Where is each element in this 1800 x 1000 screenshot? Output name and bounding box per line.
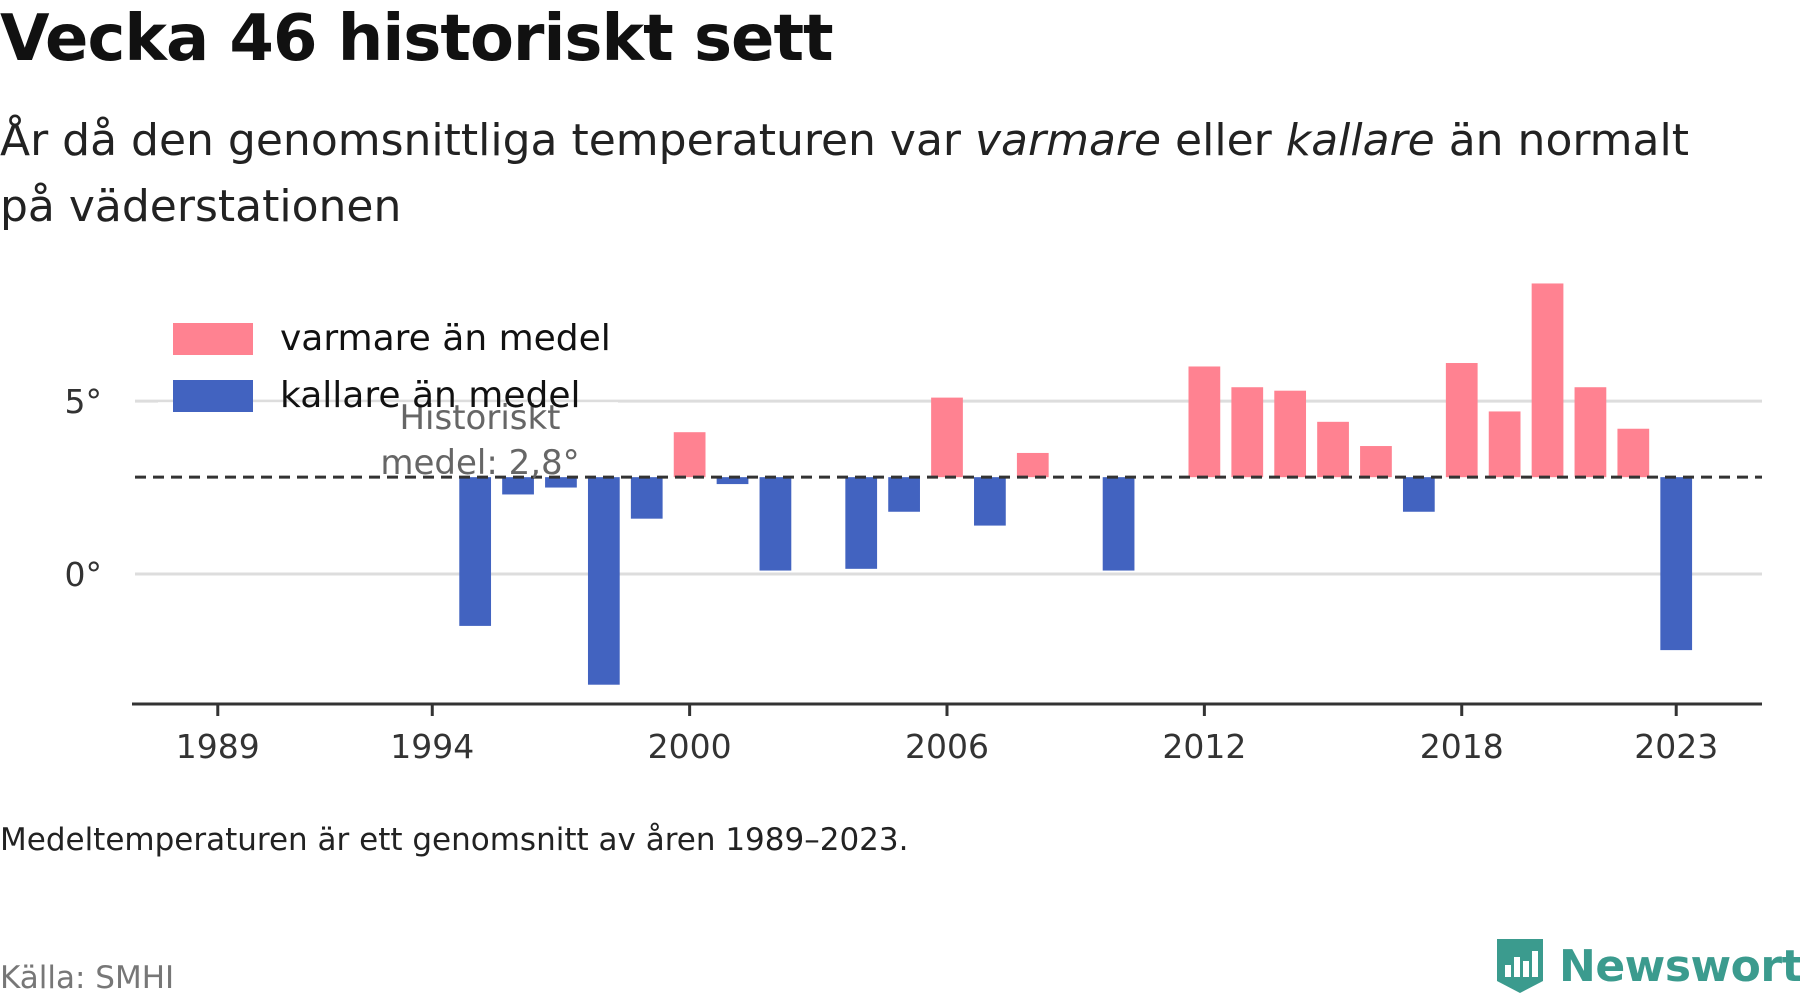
subtitle-part2: eller [1161, 115, 1286, 166]
chart-title: Vecka 46 historiskt sett [0, 2, 834, 76]
bar-2021 [1574, 387, 1607, 478]
legend-swatch-warmer [173, 323, 253, 355]
x-tick-label-1: 1994 [390, 727, 474, 766]
bar-1998 [587, 477, 620, 685]
x-axis-ticks: 1989 1994 2000 2006 2012 2018 2023 [176, 704, 1718, 766]
subtitle-warm-word: varmare [974, 115, 1162, 166]
bar-2002 [759, 477, 792, 571]
x-tick-label-4: 2012 [1162, 727, 1246, 766]
y-tick-label-0: 0° [65, 555, 103, 594]
subtitle-part1: År då den genomsnittliga temperaturen va… [0, 115, 975, 166]
bar-chart: 0° 5° Historiskt medel: 2,8° varmare än m… [65, 283, 1762, 766]
bar-2020 [1531, 283, 1564, 478]
bar-2010 [1102, 477, 1135, 571]
bar-2006 [931, 397, 963, 478]
bar-2012 [1188, 366, 1221, 478]
x-tick-label-6: 2023 [1634, 727, 1718, 766]
bar-2019 [1488, 411, 1521, 478]
bar-2007 [974, 477, 1006, 526]
bar-2005 [888, 477, 920, 512]
mean-label-line2: medel: 2,8° [380, 443, 579, 483]
bar-2016 [1360, 446, 1392, 478]
chart-subtitle: År då den genomsnittliga temperaturen va… [0, 108, 1720, 240]
bar-2004 [845, 477, 878, 569]
bar-2018 [1445, 363, 1478, 478]
bar-2008 [1016, 452, 1049, 478]
bar-2015 [1317, 421, 1349, 478]
mean-label-line1: Historiskt [399, 398, 560, 438]
x-tick-label-2: 2000 [648, 727, 732, 766]
newsworthy-logo-icon [1497, 939, 1543, 993]
subtitle-part3: än normalt på väderstationen [0, 115, 1689, 232]
legend: varmare än medel kallare än medel [173, 318, 611, 416]
source-credit: Källa: SMHI [0, 960, 175, 996]
x-tick-label-0: 1989 [176, 727, 260, 766]
bar-1999 [630, 477, 663, 519]
y-tick-label-1: 5° [65, 382, 103, 421]
legend-label-colder: kallare än medel [280, 375, 580, 416]
x-tick-label-3: 2006 [905, 727, 989, 766]
x-tick-label-5: 2018 [1420, 727, 1504, 766]
bars [459, 283, 1693, 685]
bar-2017 [1402, 477, 1435, 512]
bar-2000 [673, 432, 706, 478]
bar-1995 [459, 477, 492, 626]
subtitle-cold-word: kallare [1285, 115, 1435, 166]
bar-2022 [1617, 428, 1650, 478]
footnote: Medeltemperaturen är ett genomsnitt av å… [0, 822, 909, 858]
bar-1997 [545, 477, 577, 488]
legend-label-warmer: varmare än medel [280, 318, 611, 359]
y-axis-ticks: 0° 5° [65, 382, 103, 594]
newsworthy-brand: Newsworthy [1495, 937, 1800, 995]
legend-swatch-colder [173, 380, 253, 412]
bar-2001 [716, 477, 749, 485]
bar-2014 [1274, 390, 1307, 478]
historical-mean-annotation: Historiskt medel: 2,8° [158, 398, 618, 483]
bar-2023 [1660, 477, 1693, 651]
bar-1996 [502, 477, 534, 495]
bar-2013 [1231, 387, 1264, 478]
brand-name: Newsworthy [1559, 940, 1800, 992]
